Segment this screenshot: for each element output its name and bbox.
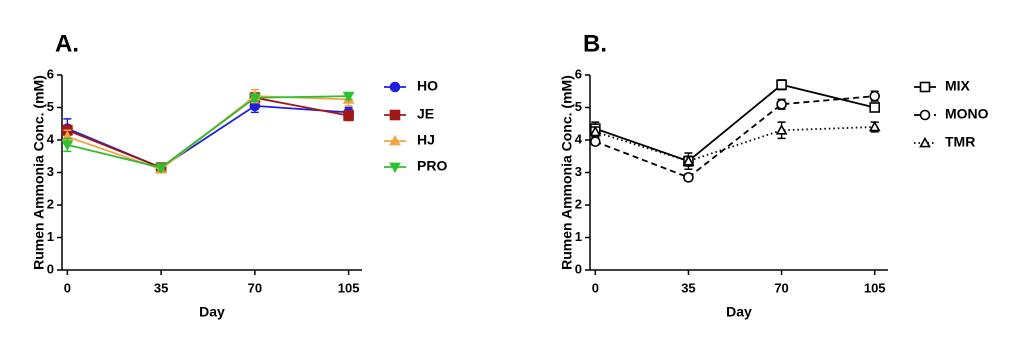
y-tick-label: 1 bbox=[47, 229, 54, 244]
y-tick-label: 0 bbox=[47, 261, 54, 276]
x-tick-label: 0 bbox=[64, 280, 71, 295]
x-tick-label: 0 bbox=[592, 280, 599, 295]
legend-label: MIX bbox=[945, 78, 971, 94]
marker bbox=[343, 110, 354, 121]
legend-label: MONO bbox=[945, 106, 989, 122]
y-tick-label: 3 bbox=[47, 164, 54, 179]
chart-title: B. bbox=[583, 30, 607, 57]
marker bbox=[683, 172, 694, 183]
x-tick-label: 105 bbox=[864, 280, 886, 295]
x-tick-label: 35 bbox=[681, 280, 695, 295]
x-tick-label: 35 bbox=[154, 280, 168, 295]
legend-marker bbox=[389, 134, 401, 146]
marker bbox=[775, 124, 788, 135]
y-tick-label: 3 bbox=[575, 164, 582, 179]
y-tick-label: 2 bbox=[575, 196, 582, 211]
marker bbox=[776, 79, 787, 91]
y-tick-label: 4 bbox=[47, 131, 55, 146]
marker bbox=[248, 93, 261, 104]
series-line bbox=[67, 95, 349, 169]
marker bbox=[590, 136, 601, 147]
x-tick-label: 105 bbox=[338, 280, 360, 295]
y-tick-label: 4 bbox=[575, 131, 583, 146]
marker bbox=[682, 154, 695, 166]
marker bbox=[869, 102, 880, 113]
marker bbox=[868, 120, 881, 132]
legend-marker bbox=[919, 81, 931, 93]
legend-marker bbox=[919, 136, 931, 148]
marker bbox=[589, 125, 602, 137]
legend-marker bbox=[389, 81, 401, 93]
series-line bbox=[67, 104, 349, 169]
marker bbox=[61, 140, 74, 152]
x-tick-label: 70 bbox=[248, 280, 262, 295]
legend-label: TMR bbox=[945, 134, 975, 150]
y-tick-label: 6 bbox=[575, 66, 582, 81]
y-axis-label: Rumen Ammonia Conc. (mM) bbox=[31, 75, 47, 270]
y-tick-label: 1 bbox=[575, 229, 582, 244]
series-line bbox=[595, 83, 875, 163]
legend-marker bbox=[389, 109, 401, 121]
legend-label: HO bbox=[417, 78, 438, 94]
chart: B. Rumen Ammonia Conc. (mM) Day 0 1 2 3 4 5 6 0 35 7… bbox=[559, 30, 989, 319]
marker bbox=[869, 90, 880, 102]
y-tick-label: 5 bbox=[47, 99, 54, 114]
x-axis-label: Day bbox=[199, 304, 225, 320]
marker bbox=[342, 91, 355, 103]
marker bbox=[776, 98, 787, 110]
x-axis-label: Day bbox=[726, 304, 752, 320]
y-tick-label: 5 bbox=[575, 99, 582, 114]
chart-title: A. bbox=[55, 30, 79, 57]
legend-label: HJ bbox=[417, 132, 435, 148]
legend-label: PRO bbox=[417, 158, 447, 174]
series-line bbox=[594, 95, 875, 179]
y-tick-label: 6 bbox=[47, 66, 54, 81]
legend-label: JE bbox=[417, 106, 434, 122]
chart: A. Rumen Ammonia Conc. (mM) Day 0 1 2 3 4 5 6 0 35 7… bbox=[31, 30, 448, 319]
x-tick-label: 70 bbox=[774, 280, 788, 295]
y-tick-label: 2 bbox=[47, 196, 54, 211]
legend-marker bbox=[389, 162, 401, 174]
y-tick-label: 0 bbox=[575, 261, 582, 276]
legend-marker bbox=[919, 109, 931, 121]
y-axis-label: Rumen Ammonia Conc. (mM) bbox=[559, 75, 575, 270]
marker bbox=[155, 163, 167, 174]
